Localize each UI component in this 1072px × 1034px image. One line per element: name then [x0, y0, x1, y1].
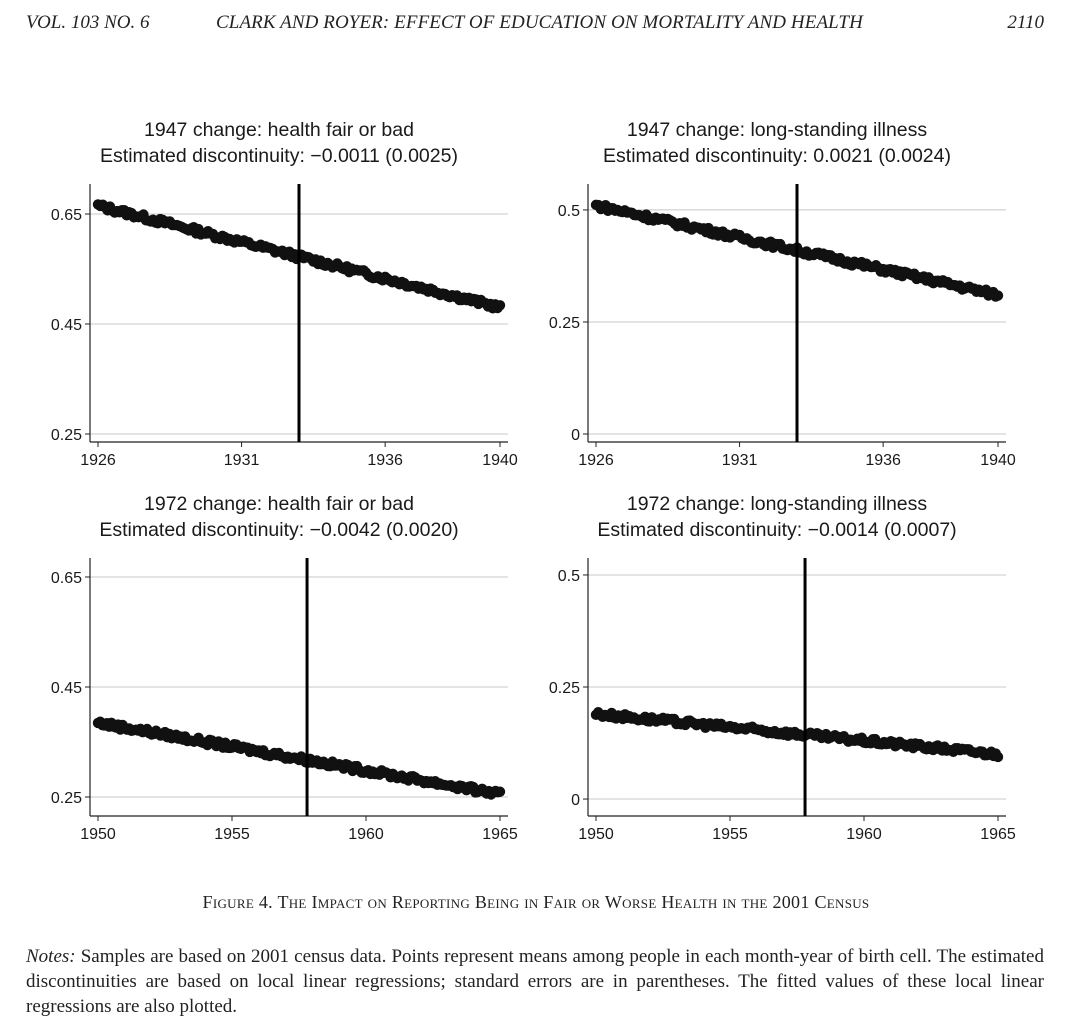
chart-panel-1947-health: 1947 change: health fair or bad Estimated…	[20, 112, 518, 472]
y-tick-label: 0	[571, 427, 580, 444]
y-tick-label: 0.25	[549, 315, 580, 332]
x-tick-label: 1950	[80, 826, 116, 843]
notes-text: Samples are based on 2001 census data. P…	[26, 946, 1044, 1017]
data-point	[992, 290, 1004, 301]
chart-panel-1972-illness: 1972 change: long-standing illness Estima…	[518, 486, 1016, 846]
x-tick-label: 1940	[980, 452, 1016, 469]
y-tick-label: 0.5	[558, 203, 580, 220]
y-tick-label: 0.25	[51, 790, 82, 807]
chart-panel-1947-illness: 1947 change: long-standing illness Estima…	[518, 112, 1016, 472]
y-tick-label: 0.65	[51, 570, 82, 587]
chart-subtitle: Estimated discontinuity: −0.0014 (0.0007…	[597, 519, 956, 541]
journal-volume: VOL. 103 NO. 6	[26, 12, 150, 33]
chart-1972-illness: 1972 change: long-standing illness Estima…	[549, 493, 1016, 843]
x-tick-label: 1965	[980, 826, 1016, 843]
article-title: CLARK AND ROYER: EFFECT OF EDUCATION ON …	[216, 12, 863, 33]
chart-subtitle: Estimated discontinuity: 0.0021 (0.0024)	[603, 145, 951, 167]
x-tick-label: 1936	[367, 452, 403, 469]
y-tick-label: 0.45	[51, 317, 82, 334]
x-tick-label: 1955	[214, 826, 250, 843]
chart-subtitle: Estimated discontinuity: −0.0011 (0.0025…	[100, 145, 458, 167]
x-tick-label: 1931	[224, 452, 260, 469]
y-tick-label: 0.65	[51, 207, 82, 224]
x-tick-label: 1955	[712, 826, 748, 843]
figure-notes: Notes: Samples are based on 2001 census …	[26, 944, 1044, 1019]
x-tick-label: 1936	[865, 452, 901, 469]
x-tick-label: 1931	[722, 452, 758, 469]
x-tick-label: 1960	[348, 826, 384, 843]
data-point	[494, 786, 506, 797]
chart-subtitle: Estimated discontinuity: −0.0042 (0.0020…	[99, 519, 458, 541]
chart-1972-health: 1972 change: health fair or bad Estimated…	[51, 493, 518, 843]
x-tick-label: 1965	[482, 826, 518, 843]
chart-1947-illness: 1947 change: long-standing illness Estima…	[549, 119, 1016, 469]
y-tick-label: 0.25	[549, 680, 580, 697]
data-point	[494, 300, 506, 311]
notes-label: Notes:	[26, 946, 76, 967]
figure-caption: Figure 4. The Impact on Reporting Being …	[202, 892, 870, 912]
chart-title: 1972 change: health fair or bad	[144, 493, 414, 515]
chart-title: 1972 change: long-standing illness	[627, 493, 928, 515]
x-tick-label: 1960	[846, 826, 882, 843]
chart-title: 1947 change: health fair or bad	[144, 119, 414, 141]
chart-panel-1972-health: 1972 change: health fair or bad Estimated…	[20, 486, 518, 846]
y-tick-label: 0.45	[51, 680, 82, 697]
x-tick-label: 1926	[80, 452, 116, 469]
x-tick-label: 1950	[578, 826, 614, 843]
y-tick-label: 0	[571, 792, 580, 809]
chart-title: 1947 change: long-standing illness	[627, 119, 928, 141]
chart-1947-health: 1947 change: health fair or bad Estimated…	[51, 119, 518, 469]
running-head: VOL. 103 NO. 6 CLARK AND ROYER: EFFECT O…	[26, 10, 1044, 38]
page-number: 2110	[1007, 12, 1044, 33]
x-tick-label: 1940	[482, 452, 518, 469]
data-point	[992, 751, 1004, 763]
x-tick-label: 1926	[578, 452, 614, 469]
y-tick-label: 0.25	[51, 427, 82, 444]
y-tick-label: 0.5	[558, 568, 580, 585]
